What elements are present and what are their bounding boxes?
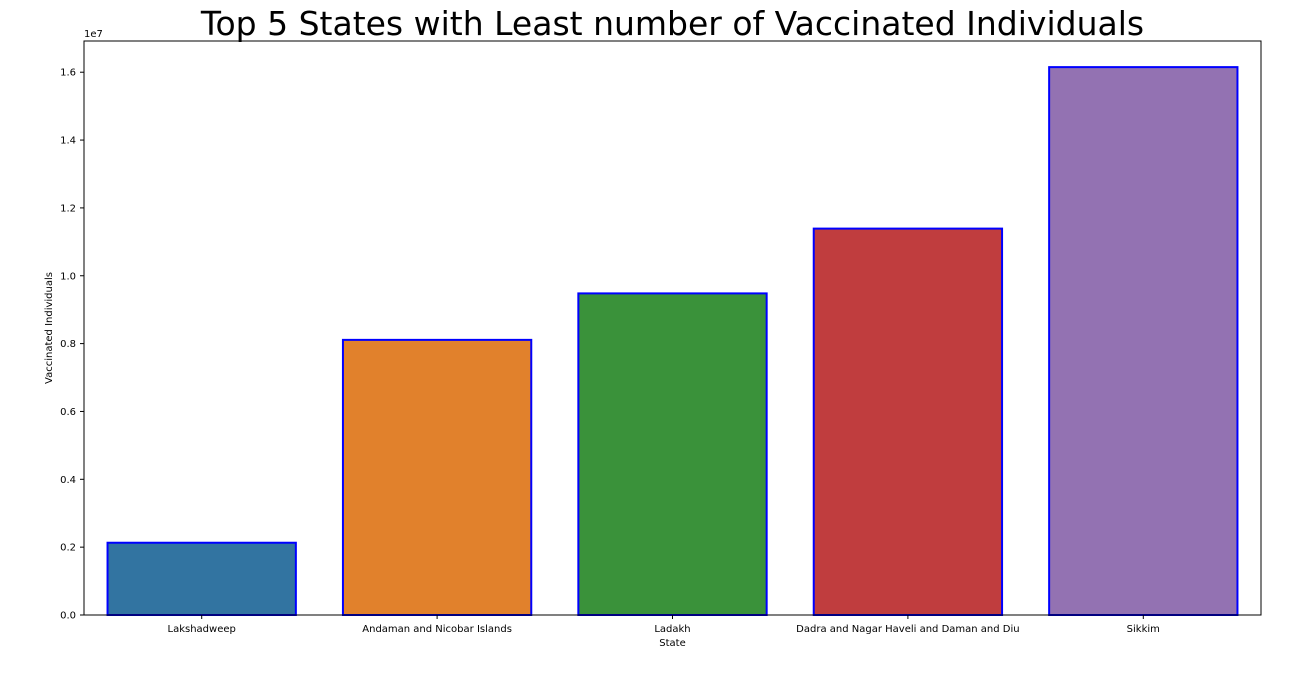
bar-2 bbox=[577, 292, 768, 616]
x-tick-label-1: Andaman and Nicobar Islands bbox=[362, 624, 512, 635]
y-tick-label-3: 0.6 bbox=[60, 407, 76, 418]
chart-title: Top 5 States with Least number of Vaccin… bbox=[200, 4, 1145, 43]
y-tick-label-5: 1.0 bbox=[60, 271, 76, 282]
y-tick-label-8: 1.6 bbox=[60, 68, 76, 79]
y-tick-label-2: 0.4 bbox=[60, 475, 76, 486]
y-tick-label-0: 0.0 bbox=[60, 611, 76, 622]
y-tick-label-1: 0.2 bbox=[60, 543, 76, 554]
x-tick-label-4: Sikkim bbox=[1127, 624, 1160, 635]
y-tick-label-7: 1.4 bbox=[60, 136, 76, 147]
y-tick-label-6: 1.2 bbox=[60, 203, 76, 214]
bar-1 bbox=[341, 338, 533, 616]
plot-frame bbox=[83, 40, 1262, 616]
y-offset-text: 1e7 bbox=[84, 29, 103, 40]
x-axis-label: State bbox=[659, 638, 685, 649]
x-tick-label-3: Dadra and Nagar Haveli and Daman and Diu bbox=[796, 624, 1019, 635]
bars-group bbox=[106, 66, 1239, 617]
y-tick-label-4: 0.8 bbox=[60, 339, 76, 350]
x-tick-label-2: Ladakh bbox=[654, 624, 690, 635]
y-axis-label: Vaccinated Individuals bbox=[44, 272, 55, 384]
bar-0 bbox=[106, 541, 297, 617]
bar-3 bbox=[812, 227, 1004, 616]
x-tick-label-0: Lakshadweep bbox=[168, 624, 236, 635]
x-axis: Lakshadweep Andaman and Nicobar Islands La… bbox=[168, 615, 1160, 635]
bar-4 bbox=[1048, 66, 1239, 616]
y-axis: 0.0 0.2 0.4 0.6 0.8 1.0 1.2 1.4 1.6 bbox=[60, 68, 84, 622]
